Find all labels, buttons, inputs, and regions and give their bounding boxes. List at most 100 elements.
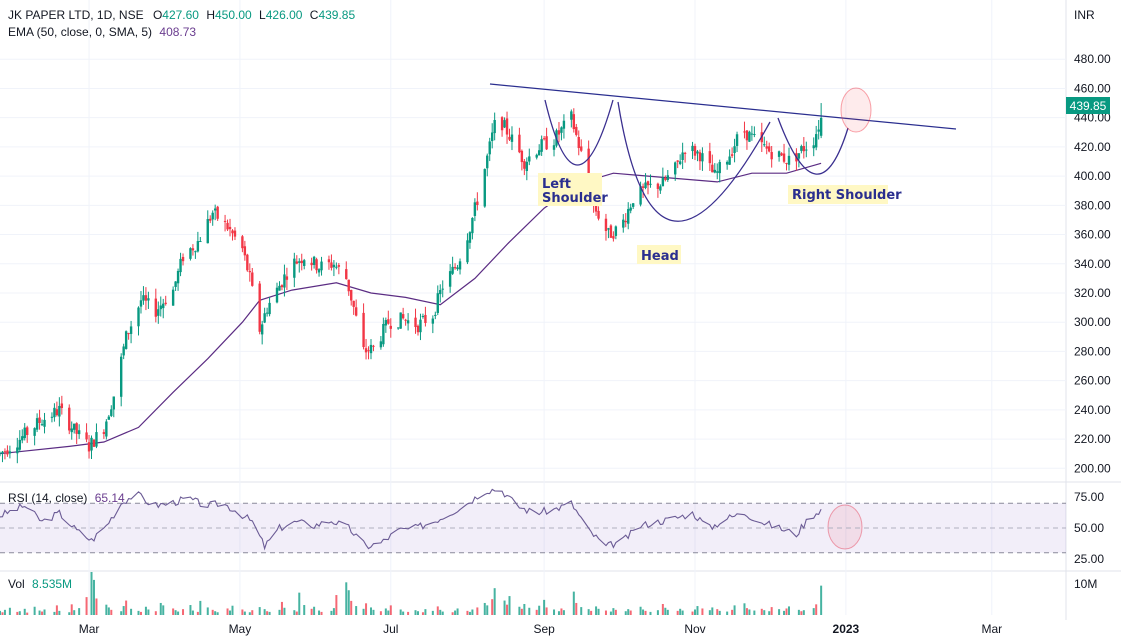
volume-bar	[716, 609, 719, 615]
time-tick-label: Mar	[79, 622, 100, 636]
rsi-legend[interactable]: RSI (14, close) 65.14	[8, 491, 125, 505]
price-tick-label: 200.00	[1074, 461, 1111, 475]
candle	[129, 320, 133, 344]
candle	[612, 231, 615, 242]
candle	[488, 137, 491, 162]
candle	[6, 445, 9, 457]
candle	[540, 135, 543, 156]
rsi-tick-label: 50.00	[1074, 521, 1104, 535]
candle	[711, 154, 714, 173]
volume-bar	[199, 600, 202, 615]
candle	[278, 281, 281, 291]
candle	[562, 114, 566, 139]
ema-legend[interactable]: EMA (50, close, 0, SMA, 5) 408.73	[8, 25, 196, 39]
vol-legend[interactable]: Vol 8.535M	[8, 577, 72, 591]
volume-bar	[538, 605, 541, 615]
symbol-title[interactable]: JK PAPER LTD, 1D, NSE	[8, 8, 144, 22]
candle	[181, 253, 185, 266]
ema-line	[0, 162, 822, 455]
candle	[191, 244, 195, 256]
volume-bar	[696, 606, 699, 615]
volume-bar	[456, 608, 459, 615]
candle	[1, 450, 4, 463]
volume-bars[interactable]	[0, 572, 823, 615]
volume-bar	[78, 608, 81, 615]
open-label: O	[152, 8, 163, 22]
volume-bar	[508, 596, 511, 615]
volume-bar	[656, 610, 659, 615]
candle	[416, 324, 420, 336]
volume-bar	[266, 611, 269, 615]
candle	[609, 224, 613, 238]
candle	[691, 141, 694, 160]
volume-bar	[144, 606, 147, 615]
candle	[248, 263, 252, 282]
volume-bar	[105, 604, 108, 615]
volume-bar	[172, 608, 175, 615]
candle	[557, 122, 561, 143]
volume-bar	[214, 611, 217, 615]
candle	[693, 143, 697, 161]
volume-bar	[491, 599, 494, 615]
candle	[194, 250, 197, 259]
candle	[92, 438, 96, 448]
volume-bar	[379, 611, 382, 615]
volume-bar	[189, 605, 192, 615]
volume-bar	[560, 608, 563, 615]
volume-bar	[679, 608, 682, 615]
volume-bar	[812, 608, 815, 615]
candle	[228, 218, 232, 237]
volume-bar	[110, 609, 113, 615]
volume-bar	[664, 607, 667, 615]
candle	[718, 159, 721, 183]
volume-bar	[68, 612, 71, 615]
candle	[53, 403, 56, 422]
rsi-pane[interactable]	[0, 488, 1066, 554]
volume-bar	[95, 598, 98, 615]
candle	[431, 315, 435, 334]
ema-label: EMA (50, close, 0, SMA, 5)	[8, 25, 153, 39]
candle	[401, 307, 405, 320]
volume-bar	[248, 612, 251, 615]
candle	[241, 235, 244, 253]
volume-bar	[644, 610, 647, 615]
volume-bar	[590, 610, 593, 615]
left-shoulder-line1: Left	[542, 177, 571, 192]
volume-bar	[216, 612, 219, 615]
candle	[456, 264, 459, 271]
right-shoulder-label: Right Shoulder	[792, 188, 902, 203]
candle	[448, 264, 452, 293]
volume-bar	[629, 610, 632, 615]
candle	[681, 142, 684, 169]
neckline-trendline[interactable]	[489, 83, 957, 130]
candle	[414, 308, 417, 334]
volume-bar	[293, 610, 296, 615]
price-tick-label: 340.00	[1074, 257, 1111, 271]
candle	[280, 284, 284, 291]
volume-bar	[55, 605, 58, 615]
volume-bar	[130, 608, 133, 615]
pattern-arcs	[544, 99, 849, 222]
candle	[265, 307, 269, 317]
candle	[367, 346, 370, 360]
volume-bar	[389, 605, 392, 615]
candle	[399, 312, 402, 329]
volume-bar	[369, 607, 372, 615]
candle	[451, 256, 454, 275]
candle	[303, 258, 306, 270]
candle	[122, 343, 125, 360]
candle	[701, 147, 704, 171]
candle	[317, 268, 321, 277]
volume-bar	[303, 605, 306, 615]
volume-bar	[787, 606, 790, 615]
candle	[105, 419, 108, 440]
volume-bar	[701, 608, 704, 615]
rsi-tick-label: 25.00	[1074, 552, 1104, 566]
candle	[231, 229, 234, 241]
volume-bar	[476, 607, 479, 615]
candle	[315, 257, 318, 274]
volume-bar	[280, 601, 283, 615]
candle	[486, 153, 489, 177]
candle	[127, 332, 130, 340]
